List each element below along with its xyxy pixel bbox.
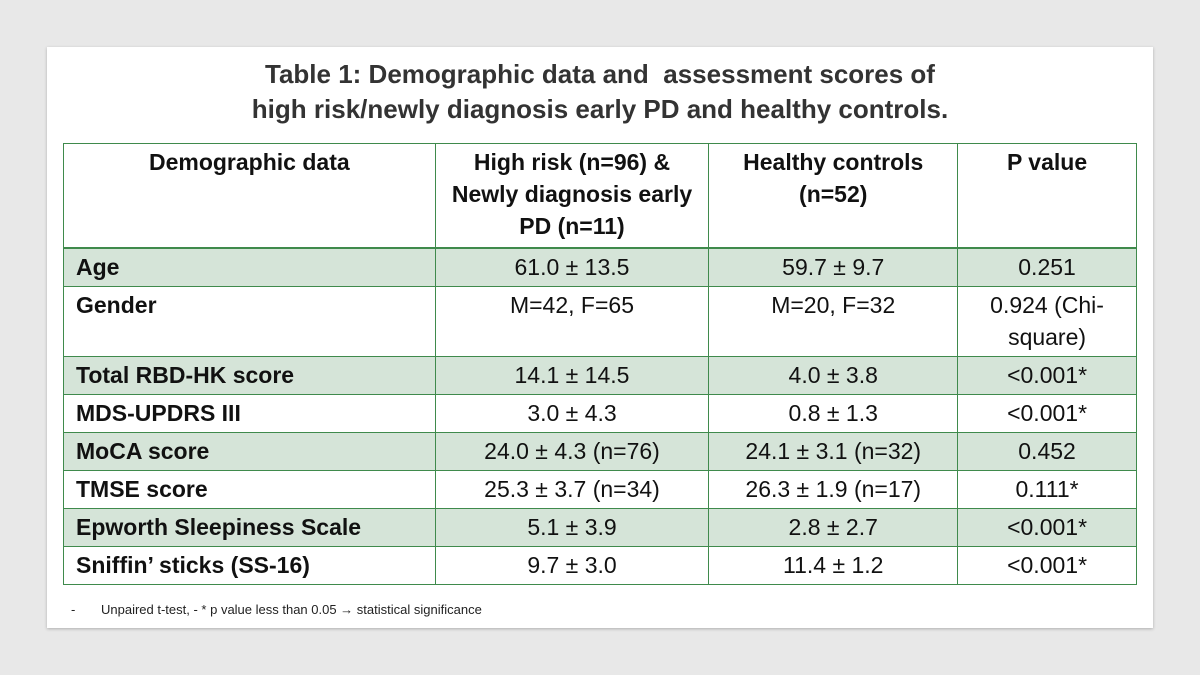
table-row: TMSE score 25.3 ± 3.7 (n=34) 26.3 ± 1.9 (n… <box>63 470 1137 509</box>
table-cell: M=20, F=32 <box>708 286 959 357</box>
header-cell: High risk (n=96) & Newly diagnosis early… <box>434 143 710 249</box>
table-cell: 0.8 ± 1.3 <box>708 394 959 433</box>
row-label: Sniffin’ sticks (SS-16) <box>63 546 436 585</box>
table: Demographic data High risk (n=96) & Newly… <box>63 143 1137 585</box>
table-row: Gender M=42, F=65 M=20, F=32 0.924 (Chi-squ… <box>63 286 1137 357</box>
header-cell: Healthy controls (n=52) <box>708 143 959 249</box>
row-label: MoCA score <box>63 432 436 471</box>
table-row: Age 61.0 ± 13.5 59.7 ± 9.7 0.251 <box>63 247 1137 287</box>
table-cell: 0.251 <box>957 247 1137 287</box>
table-cell: 3.0 ± 4.3 <box>434 394 710 433</box>
table-cell: 59.7 ± 9.7 <box>708 247 959 287</box>
table-cell: <0.001* <box>957 546 1137 585</box>
table-cell: <0.001* <box>957 394 1137 433</box>
table-cell: 25.3 ± 3.7 (n=34) <box>434 470 710 509</box>
table-cell: 4.0 ± 3.8 <box>708 356 959 395</box>
table-cell: 9.7 ± 3.0 <box>434 546 710 585</box>
table-cell: 61.0 ± 13.5 <box>434 247 710 287</box>
table-row: Epworth Sleepiness Scale 5.1 ± 3.9 2.8 ± 2… <box>63 508 1137 547</box>
table-cell: <0.001* <box>957 508 1137 547</box>
title: Table 1: Demographic data and assessment… <box>47 57 1153 127</box>
table-row: MoCA score 24.0 ± 4.3 (n=76) 24.1 ± 3.1 (n… <box>63 432 1137 471</box>
slide: Table 1: Demographic data and assessment… <box>47 47 1153 628</box>
row-label: TMSE score <box>63 470 436 509</box>
row-label: Total RBD-HK score <box>63 356 436 395</box>
table-cell: 24.0 ± 4.3 (n=76) <box>434 432 710 471</box>
table-cell: 5.1 ± 3.9 <box>434 508 710 547</box>
table-cell: <0.001* <box>957 356 1137 395</box>
table-cell: M=42, F=65 <box>434 286 710 357</box>
table-row: Total RBD-HK score 14.1 ± 14.5 4.0 ± 3.8 <0… <box>63 356 1137 395</box>
title-line: high risk/newly diagnosis early PD and h… <box>251 94 949 124</box>
row-label: MDS-UPDRS III <box>63 394 436 433</box>
title-line: Table 1: Demographic data and assessment… <box>265 59 935 89</box>
table-cell: 2.8 ± 2.7 <box>708 508 959 547</box>
table-cell: 26.3 ± 1.9 (n=17) <box>708 470 959 509</box>
header-row: Demographic data High risk (n=96) & Newly… <box>63 143 1137 249</box>
footnote-bullet: - <box>71 602 76 617</box>
footnote-text: Unpaired t-test, - * p value less than 0… <box>101 602 482 617</box>
table-cell: 0.452 <box>957 432 1137 471</box>
row-label: Gender <box>63 286 436 357</box>
header-cell: P value <box>957 143 1137 249</box>
table-cell: 0.111* <box>957 470 1137 509</box>
row-label: Epworth Sleepiness Scale <box>63 508 436 547</box>
table-cell: 11.4 ± 1.2 <box>708 546 959 585</box>
table-cell: 0.924 (Chi-square) <box>957 286 1137 357</box>
table-row: MDS-UPDRS III 3.0 ± 4.3 0.8 ± 1.3 <0.001* <box>63 394 1137 433</box>
table-row: Sniffin’ sticks (SS-16) 9.7 ± 3.0 11.4 ± 1… <box>63 546 1137 585</box>
table-cell: 14.1 ± 14.5 <box>434 356 710 395</box>
row-label: Age <box>63 247 436 287</box>
header-cell: Demographic data <box>63 143 436 249</box>
footnote: - Unpaired t-test, - * p value less than … <box>71 602 482 617</box>
table-cell: 24.1 ± 3.1 (n=32) <box>708 432 959 471</box>
